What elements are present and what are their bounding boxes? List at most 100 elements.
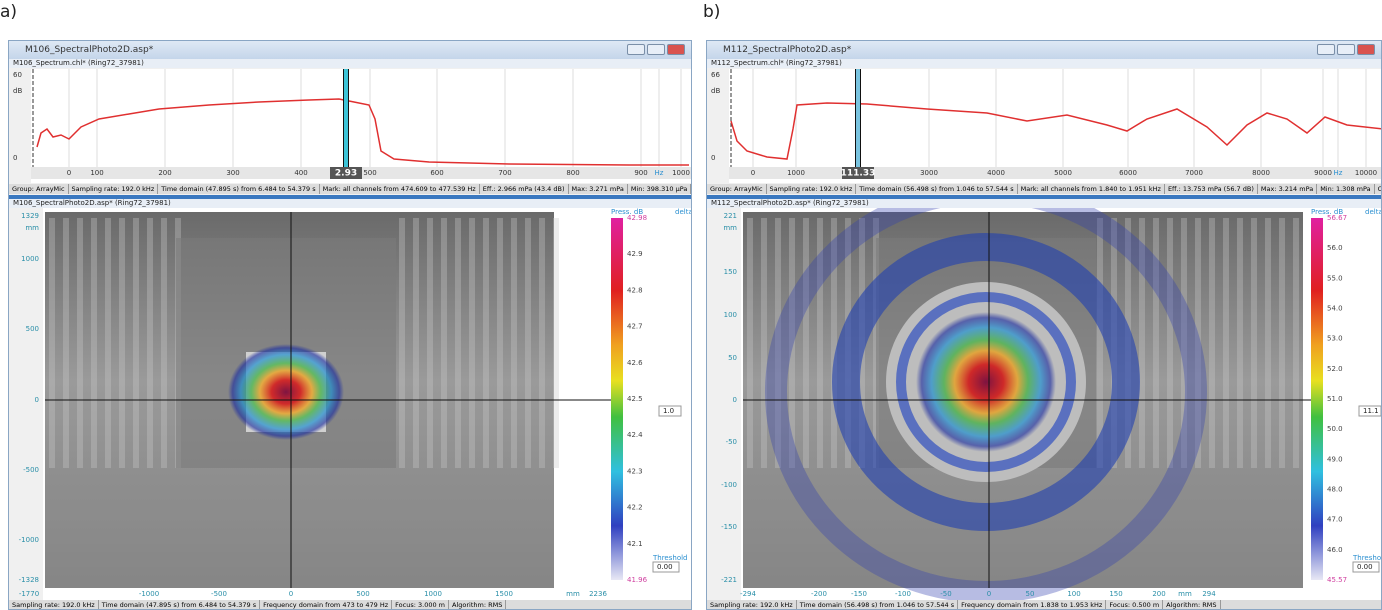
colorbar-label: 42.6: [627, 359, 643, 367]
colorbar-label: 55.0: [1327, 274, 1343, 282]
y-tick-label: dB: [13, 87, 22, 95]
colorbar-label: 47.0: [1327, 516, 1343, 524]
window-title: M106_SpectralPhoto2D.asp*: [9, 41, 691, 59]
y-tick-label: 500: [26, 325, 39, 333]
colorbar: [611, 218, 623, 580]
status-field: Group: ArrayMic: [707, 184, 767, 194]
y-tick-label: dB: [711, 87, 720, 95]
spectrum-curve: [730, 102, 1381, 160]
status-field: Algorithm: RMS: [449, 600, 507, 609]
x-tick-label: 5000: [1054, 169, 1072, 177]
bottom-status-bar: Sampling rate: 192.0 kHz Time domain (47.…: [9, 600, 691, 609]
floor: [743, 478, 1303, 588]
wedge-stripe: [539, 218, 545, 468]
wedge-stripe: [1167, 218, 1173, 468]
wedge-stripe: [1153, 218, 1159, 468]
status-field: Time domain (47.895 s) from 6.484 to 54.…: [158, 184, 320, 194]
status-field: Algorithm: RMS: [1163, 600, 1221, 609]
y-tick-label: -1328: [19, 576, 39, 584]
y-tick-label: 100: [724, 311, 737, 319]
x-tick-label: 50: [1026, 590, 1035, 598]
delta-box: [658, 405, 682, 417]
plot-background: [729, 69, 1381, 183]
x-tick-label: mm: [1178, 590, 1192, 598]
threshold-box: [652, 561, 680, 573]
x-tick-label: 6000: [1119, 169, 1137, 177]
wedge-stripe: [1097, 218, 1103, 468]
status-bar: Group: ArrayMic Sampling rate: 192.0 kHz T…: [9, 184, 691, 194]
close-button[interactable]: [1357, 44, 1375, 55]
wedge-stripe: [1251, 218, 1257, 468]
minimize-button[interactable]: [1317, 44, 1335, 55]
status-field: Sampling rate: 192.0 kHz: [767, 184, 857, 194]
y-tick-label: 150: [724, 268, 737, 276]
x-tick-label: 0: [987, 590, 991, 598]
colorbar: [1311, 218, 1323, 580]
separator: [9, 195, 691, 199]
wedge-stripe: [91, 218, 97, 468]
x-tick-label: 900: [634, 169, 647, 177]
colorbar-label: 56.0: [1327, 244, 1343, 252]
y-tick-label: 0: [733, 396, 737, 404]
colorbar-label: 42.8: [627, 286, 643, 294]
x-tick-label: 700: [498, 169, 511, 177]
threshold-label: Threshold: [652, 554, 688, 562]
status-field: Max: 3.271 mPa: [569, 184, 628, 194]
status-field: Eff.: 13.753 mPa (56.7 dB): [1165, 184, 1258, 194]
y-tick-label: -221: [721, 576, 737, 584]
wedge-stripe: [1265, 218, 1271, 468]
inner-ring: [896, 292, 1076, 472]
wedge-stripe: [1181, 218, 1187, 468]
maximize-button[interactable]: [1337, 44, 1355, 55]
x-tick-label: 10000: [1355, 169, 1377, 177]
close-button[interactable]: [667, 44, 685, 55]
wedge-stripe: [497, 218, 503, 468]
status-field: Time domain (56.498 s) from 1.046 to 57.…: [797, 600, 959, 609]
cursor-band: [856, 69, 860, 167]
status-field: Max: 3.214 mPa: [1258, 184, 1318, 194]
wedge-stripe: [511, 218, 517, 468]
x-tick-label: 500: [363, 169, 376, 177]
colorbar-label: 52.0: [1327, 365, 1343, 373]
y-tick-label: 1000: [21, 255, 39, 263]
x-tick-label: 300: [226, 169, 239, 177]
panel-label: b): [703, 2, 721, 22]
status-field: Mark: all channels from 474.609 to 477.5…: [320, 184, 480, 194]
spectrum-title: M112_Spectrum.chl* (Ring72_37981): [707, 59, 1381, 68]
x-tick-label: Hz: [655, 169, 664, 177]
wedge-stripe: [119, 218, 125, 468]
colorbar-label: 56.67: [1327, 214, 1347, 222]
wedge-stripe: [1139, 218, 1145, 468]
x-tick-label: 3000: [920, 169, 938, 177]
minimize-button[interactable]: [627, 44, 645, 55]
x-tick-label: 100: [1067, 590, 1080, 598]
colorbar-label: 42.7: [627, 323, 643, 331]
wedge-stripe: [775, 218, 781, 468]
x-tick-label: -1770: [19, 590, 39, 598]
colorbar-label: 48.0: [1327, 486, 1343, 494]
threshold-box: [1352, 561, 1380, 573]
colorbar-label: 50.0: [1327, 425, 1343, 433]
status-field: Min: 398.310 µPa: [628, 184, 691, 194]
x-tick-label: mm: [566, 590, 580, 598]
wedge-stripe: [133, 218, 139, 468]
colorbar-label: 49.0: [1327, 455, 1343, 463]
maximize-button[interactable]: [647, 44, 665, 55]
x-tick-label: 1000: [424, 590, 442, 598]
wedge-stripe: [399, 218, 405, 468]
y-tick-label: mm: [25, 224, 39, 232]
window: M106_SpectralPhoto2D.asp* M106_Spectrum.c…: [8, 40, 692, 610]
colorbar-label: 42.4: [627, 431, 643, 439]
colorbar-label: 42.9: [627, 250, 643, 258]
x-tick-label: 1000: [787, 169, 805, 177]
tick-strip: [729, 167, 1381, 179]
y-tick-label: 0: [711, 154, 715, 162]
status-field: Min: 1.308 mPa: [1317, 184, 1375, 194]
x-tick-label: -1000: [139, 590, 159, 598]
y-tick-label: 221: [724, 212, 737, 220]
colorbar-title: Press. dB: [1311, 208, 1343, 216]
spectrum-curve: [36, 98, 689, 166]
colorbar-title: Press. dB: [611, 208, 643, 216]
x-tick-label: 294: [1202, 590, 1216, 598]
x-tick-label: 500: [356, 590, 369, 598]
